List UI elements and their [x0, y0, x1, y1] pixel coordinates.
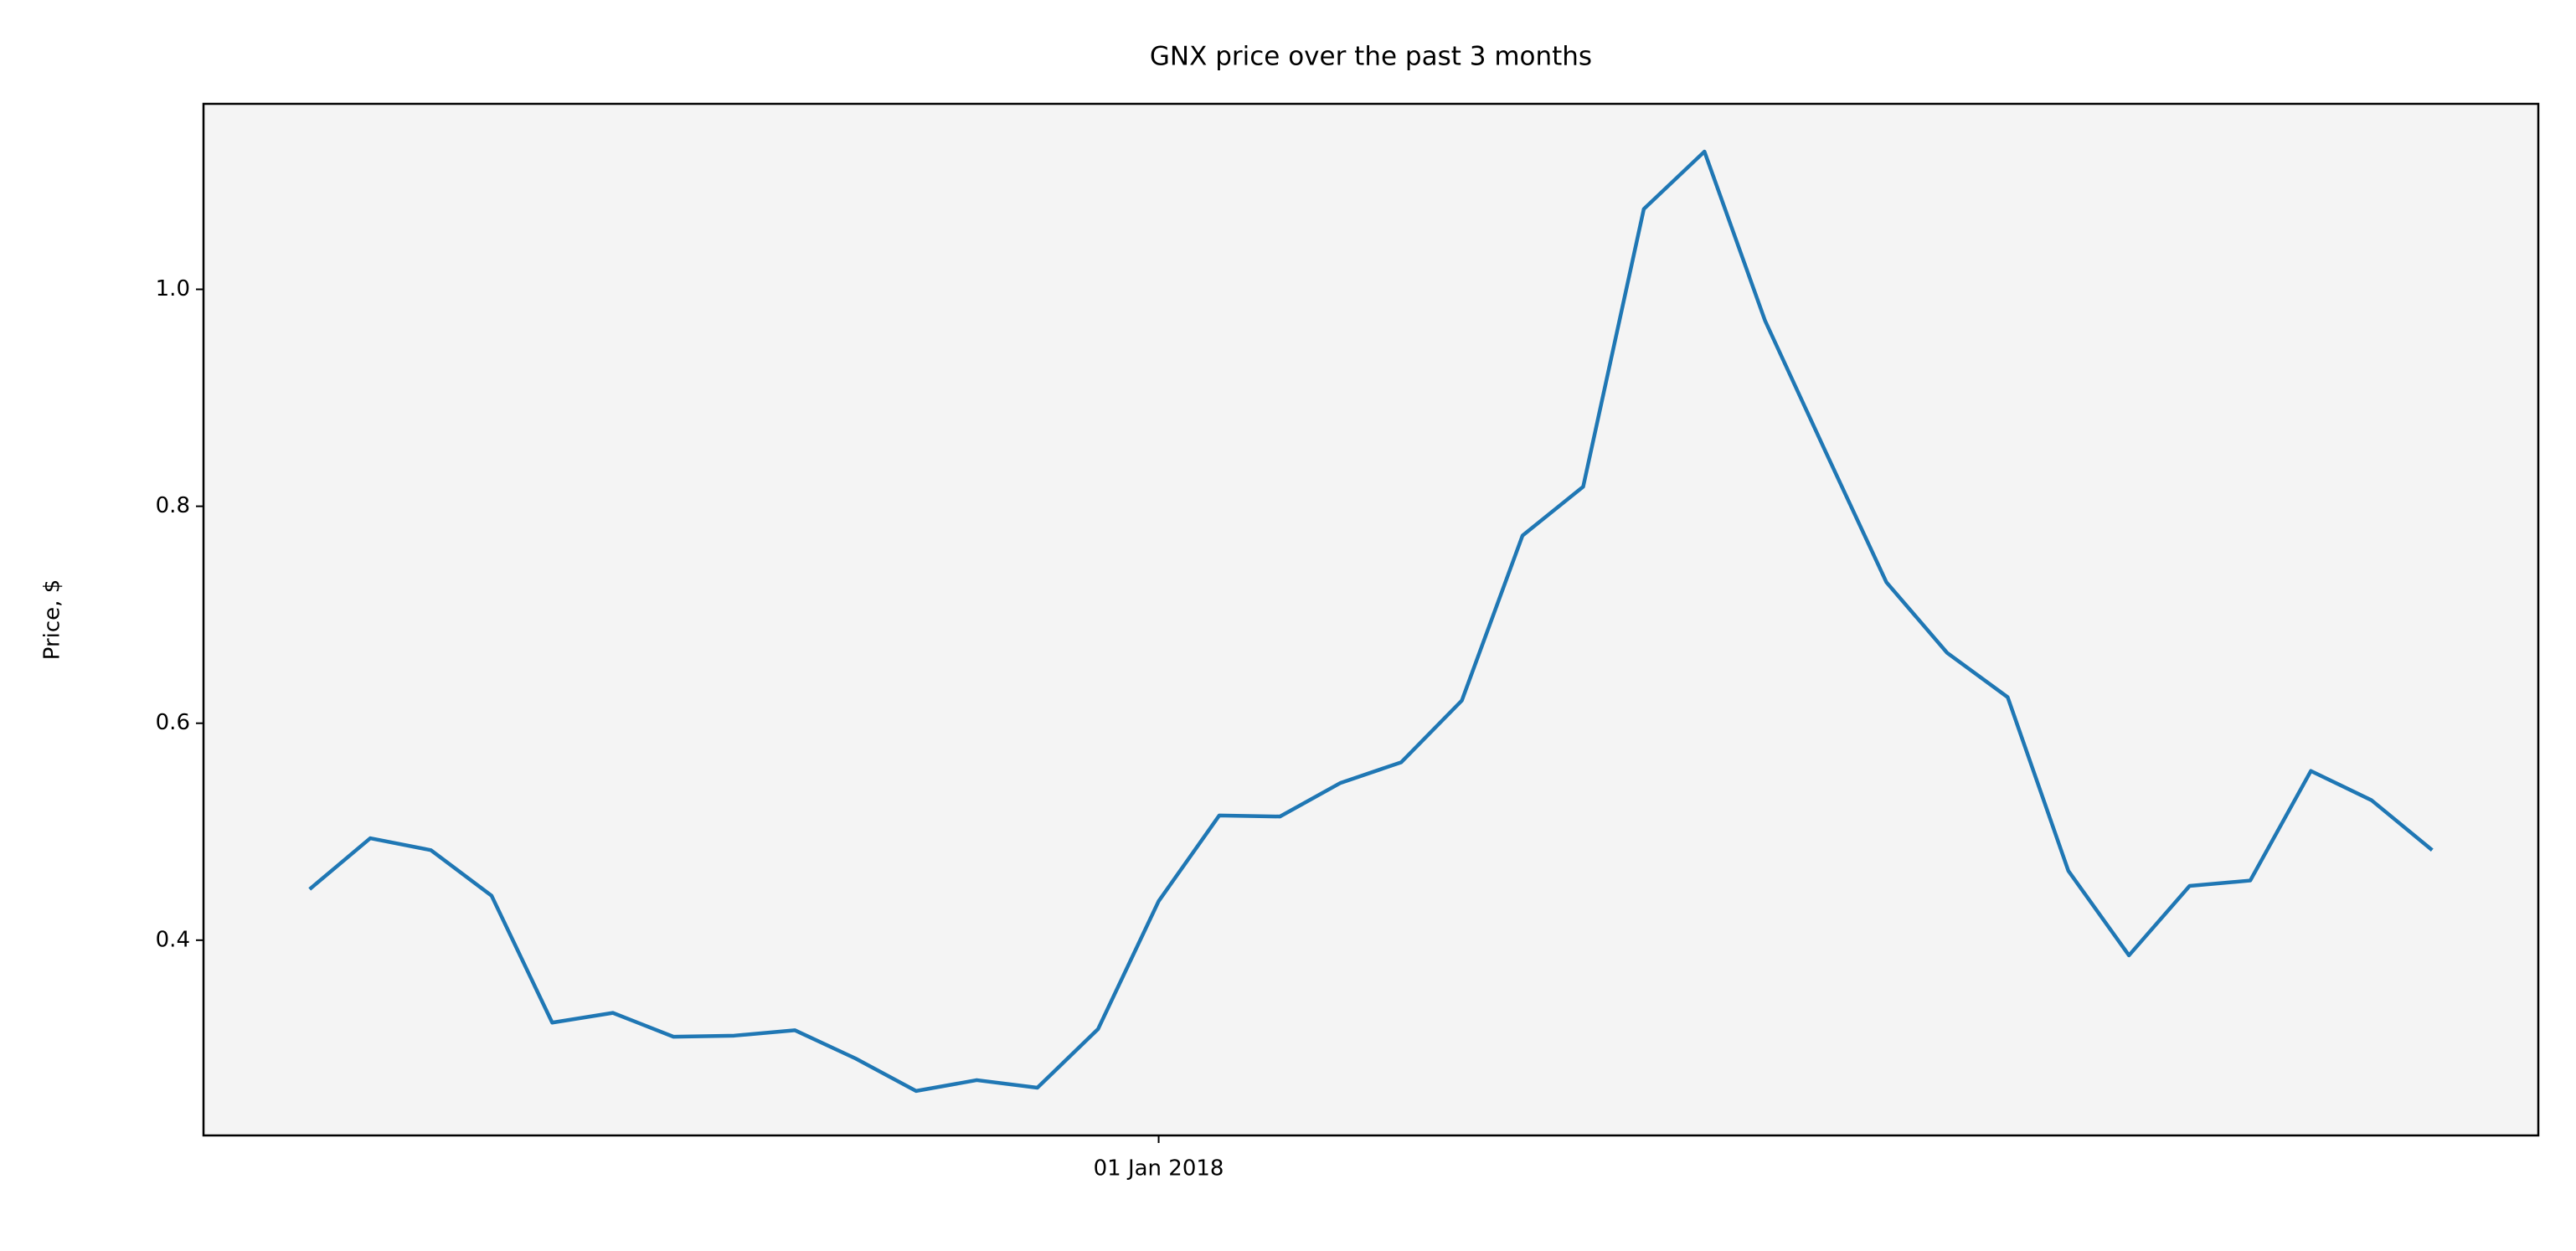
chart-title: GNX price over the past 3 months — [1150, 42, 1592, 72]
y-axis-label: Price, $ — [40, 579, 65, 661]
y-tick-label: 0.8 — [156, 493, 190, 518]
plot-frame — [202, 102, 2540, 1137]
x-tick-label: 01 Jan 2018 — [1094, 1156, 1224, 1182]
plot-background — [204, 104, 2538, 1135]
y-tick-label: 1.0 — [156, 276, 190, 301]
y-tick-label: 0.4 — [156, 927, 190, 952]
price-line — [308, 149, 2434, 1094]
y-tick-label: 0.6 — [156, 710, 190, 735]
